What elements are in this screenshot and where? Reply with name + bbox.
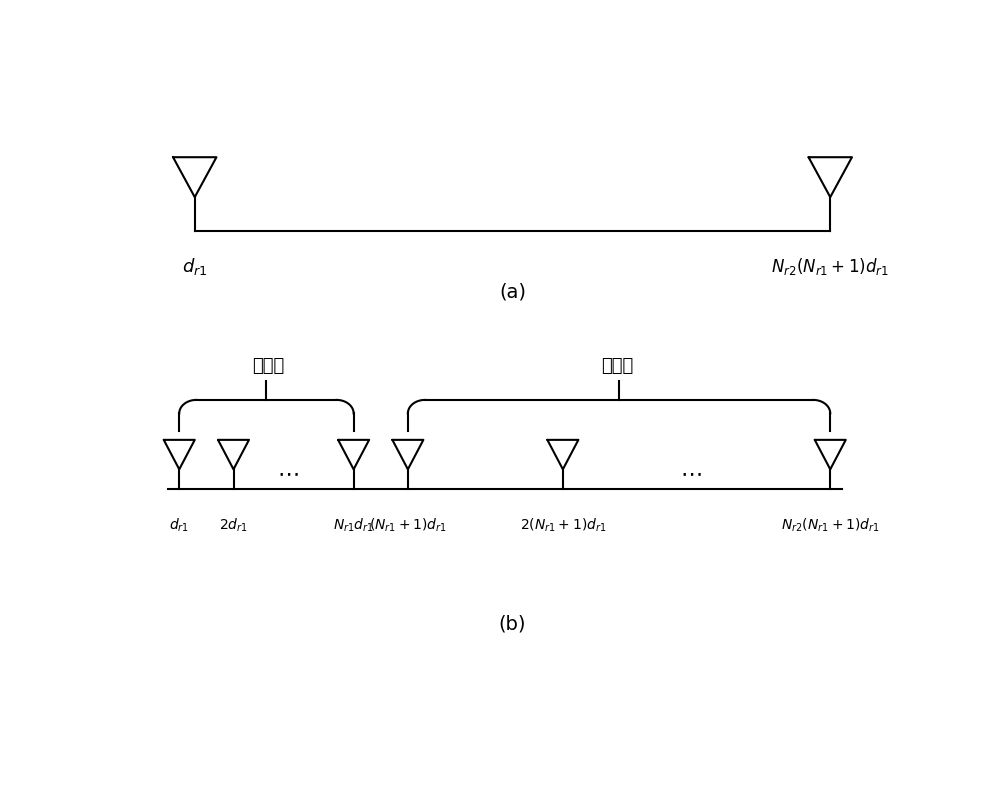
Text: $N_{r2}(N_{r1}+1)d_{r1}$: $N_{r2}(N_{r1}+1)d_{r1}$: [781, 516, 880, 534]
Text: (b): (b): [499, 614, 526, 634]
Text: $2d_{r1}$: $2d_{r1}$: [219, 516, 248, 534]
Text: $N_{r1}d_{r1}$: $N_{r1}d_{r1}$: [333, 516, 374, 534]
Text: $\cdots$: $\cdots$: [680, 464, 702, 484]
Text: $\cdots$: $\cdots$: [277, 464, 299, 484]
Text: $(N_{r1}+1)d_{r1}$: $(N_{r1}+1)d_{r1}$: [369, 516, 447, 534]
Text: 第二级: 第二级: [601, 358, 633, 375]
Text: $N_{r2}(N_{r1}+1)d_{r1}$: $N_{r2}(N_{r1}+1)d_{r1}$: [771, 255, 889, 277]
Text: $d_{r1}$: $d_{r1}$: [169, 516, 189, 534]
Text: (a): (a): [499, 282, 526, 302]
Text: $2(N_{r1}+1)d_{r1}$: $2(N_{r1}+1)d_{r1}$: [520, 516, 606, 534]
Text: 第一级: 第一级: [252, 358, 285, 375]
Text: $d_{r1}$: $d_{r1}$: [182, 255, 207, 277]
